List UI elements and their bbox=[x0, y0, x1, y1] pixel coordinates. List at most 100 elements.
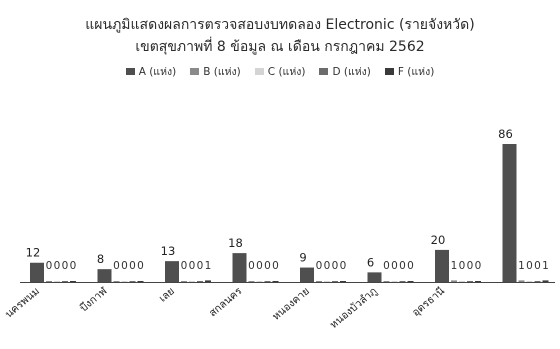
data-label-c: 0 bbox=[189, 260, 196, 272]
data-label-d: 0 bbox=[129, 260, 136, 272]
data-label-f: 1 bbox=[542, 260, 549, 272]
x-tick-label: นครพนม bbox=[3, 285, 42, 320]
legend-label: B (แห่ง) bbox=[203, 66, 241, 78]
data-label-f: 0 bbox=[407, 260, 414, 272]
bar-b bbox=[113, 281, 120, 282]
data-label-a: 6 bbox=[367, 255, 374, 269]
data-label-d: 0 bbox=[197, 260, 204, 272]
data-label-f: 1 bbox=[205, 260, 212, 272]
data-label-d: 0 bbox=[534, 260, 541, 272]
legend-label: C (แห่ง) bbox=[267, 66, 306, 78]
bar-f bbox=[70, 281, 76, 282]
legend-item: A (แห่ง) bbox=[125, 63, 177, 80]
bar-b bbox=[451, 280, 457, 282]
data-label-c: 0 bbox=[324, 260, 331, 272]
data-label-c: 0 bbox=[526, 260, 533, 272]
data-label-f: 0 bbox=[70, 260, 77, 272]
data-label-c: 0 bbox=[54, 260, 61, 272]
data-label-a: 18 bbox=[228, 236, 243, 250]
chart-title: แผนภูมิแสดงผลการตรวจสอบงบทดลอง Electroni… bbox=[85, 17, 475, 33]
bar-a bbox=[300, 267, 314, 282]
x-tick-label: บึงกาฬ bbox=[78, 285, 110, 315]
x-tick-label: สกลนคร bbox=[207, 285, 245, 320]
bar-d bbox=[399, 281, 406, 282]
data-label-c: 0 bbox=[121, 260, 128, 272]
bar-c bbox=[526, 281, 533, 282]
legend-swatch bbox=[384, 68, 394, 75]
data-label-b: 0 bbox=[316, 260, 323, 272]
data-label-a: 12 bbox=[26, 246, 41, 260]
data-label-d: 0 bbox=[399, 260, 406, 272]
bar-a bbox=[367, 272, 382, 282]
bar-a bbox=[232, 253, 247, 282]
bar-b bbox=[181, 281, 187, 282]
bar-b bbox=[383, 281, 390, 282]
bar-c bbox=[256, 281, 263, 282]
data-label-f: 0 bbox=[272, 260, 279, 272]
legend-label: D (แห่ง) bbox=[332, 66, 371, 78]
bar-f bbox=[205, 280, 211, 282]
x-tick-label: หนองคาย bbox=[270, 285, 312, 323]
bar-b bbox=[518, 280, 525, 282]
bar-b bbox=[46, 281, 52, 282]
bar-d bbox=[62, 281, 68, 282]
data-label-f: 0 bbox=[340, 260, 347, 272]
data-label-d: 0 bbox=[467, 260, 474, 272]
x-tick-label: เลย bbox=[157, 285, 177, 305]
data-label-d: 0 bbox=[264, 260, 271, 272]
legend-swatch bbox=[125, 68, 135, 75]
bar-b bbox=[248, 281, 255, 282]
data-label-b: 0 bbox=[46, 260, 53, 272]
legend-item: F (แห่ง) bbox=[384, 63, 435, 80]
legend-label: A (แห่ง) bbox=[138, 66, 177, 78]
data-label-b: 1 bbox=[518, 260, 525, 272]
bar-d bbox=[332, 281, 338, 282]
data-label-d: 0 bbox=[62, 260, 69, 272]
bar-d bbox=[129, 281, 136, 282]
data-label-b: 0 bbox=[383, 260, 390, 272]
legend-swatch bbox=[319, 68, 329, 75]
data-label-b: 0 bbox=[248, 260, 255, 272]
bar-d bbox=[197, 281, 203, 282]
bar-a bbox=[30, 262, 44, 282]
data-label-a: 9 bbox=[299, 251, 306, 265]
legend-swatch bbox=[254, 68, 264, 75]
bar-c bbox=[121, 281, 128, 282]
bar-f bbox=[340, 281, 346, 282]
chart-subtitle: เขตสุขภาพที่ 8 ข้อมูล ณ เดือน กรกฎาคม 25… bbox=[135, 39, 425, 55]
data-label-f: 0 bbox=[475, 260, 482, 272]
data-label-a: 20 bbox=[431, 233, 446, 247]
bar-a bbox=[165, 261, 179, 282]
bar-c bbox=[324, 281, 330, 282]
legend-swatch bbox=[190, 68, 200, 75]
data-label-c: 0 bbox=[459, 260, 466, 272]
legend-item: D (แห่ง) bbox=[319, 63, 371, 80]
bar-d bbox=[467, 281, 473, 282]
data-label-d: 0 bbox=[332, 260, 339, 272]
bar-c bbox=[459, 281, 465, 282]
bar-d bbox=[534, 281, 541, 282]
data-label-c: 0 bbox=[256, 260, 263, 272]
bar-c bbox=[189, 281, 195, 282]
legend: A (แห่ง) B (แห่ง) C (แห่ง) D (แห่ง) F (แห่ง) bbox=[0, 63, 560, 80]
data-label-f: 0 bbox=[137, 260, 144, 272]
bar-f bbox=[407, 281, 414, 282]
legend-item: B (แห่ง) bbox=[190, 63, 241, 80]
bar-c bbox=[54, 281, 60, 282]
bar-d bbox=[264, 281, 271, 282]
bar-f bbox=[272, 281, 279, 282]
bar-f bbox=[475, 281, 481, 282]
bar-b bbox=[316, 281, 322, 282]
bar-c bbox=[391, 281, 398, 282]
data-label-b: 0 bbox=[113, 260, 120, 272]
data-label-c: 0 bbox=[391, 260, 398, 272]
legend-label: F (แห่ง) bbox=[397, 66, 435, 78]
data-label-a: 86 bbox=[498, 127, 513, 141]
data-label-a: 8 bbox=[97, 252, 104, 266]
bar-a bbox=[435, 249, 449, 282]
legend-item: C (แห่ง) bbox=[254, 63, 306, 80]
data-label-a: 13 bbox=[161, 244, 176, 258]
x-tick-label: อุดรธานี bbox=[409, 284, 447, 319]
